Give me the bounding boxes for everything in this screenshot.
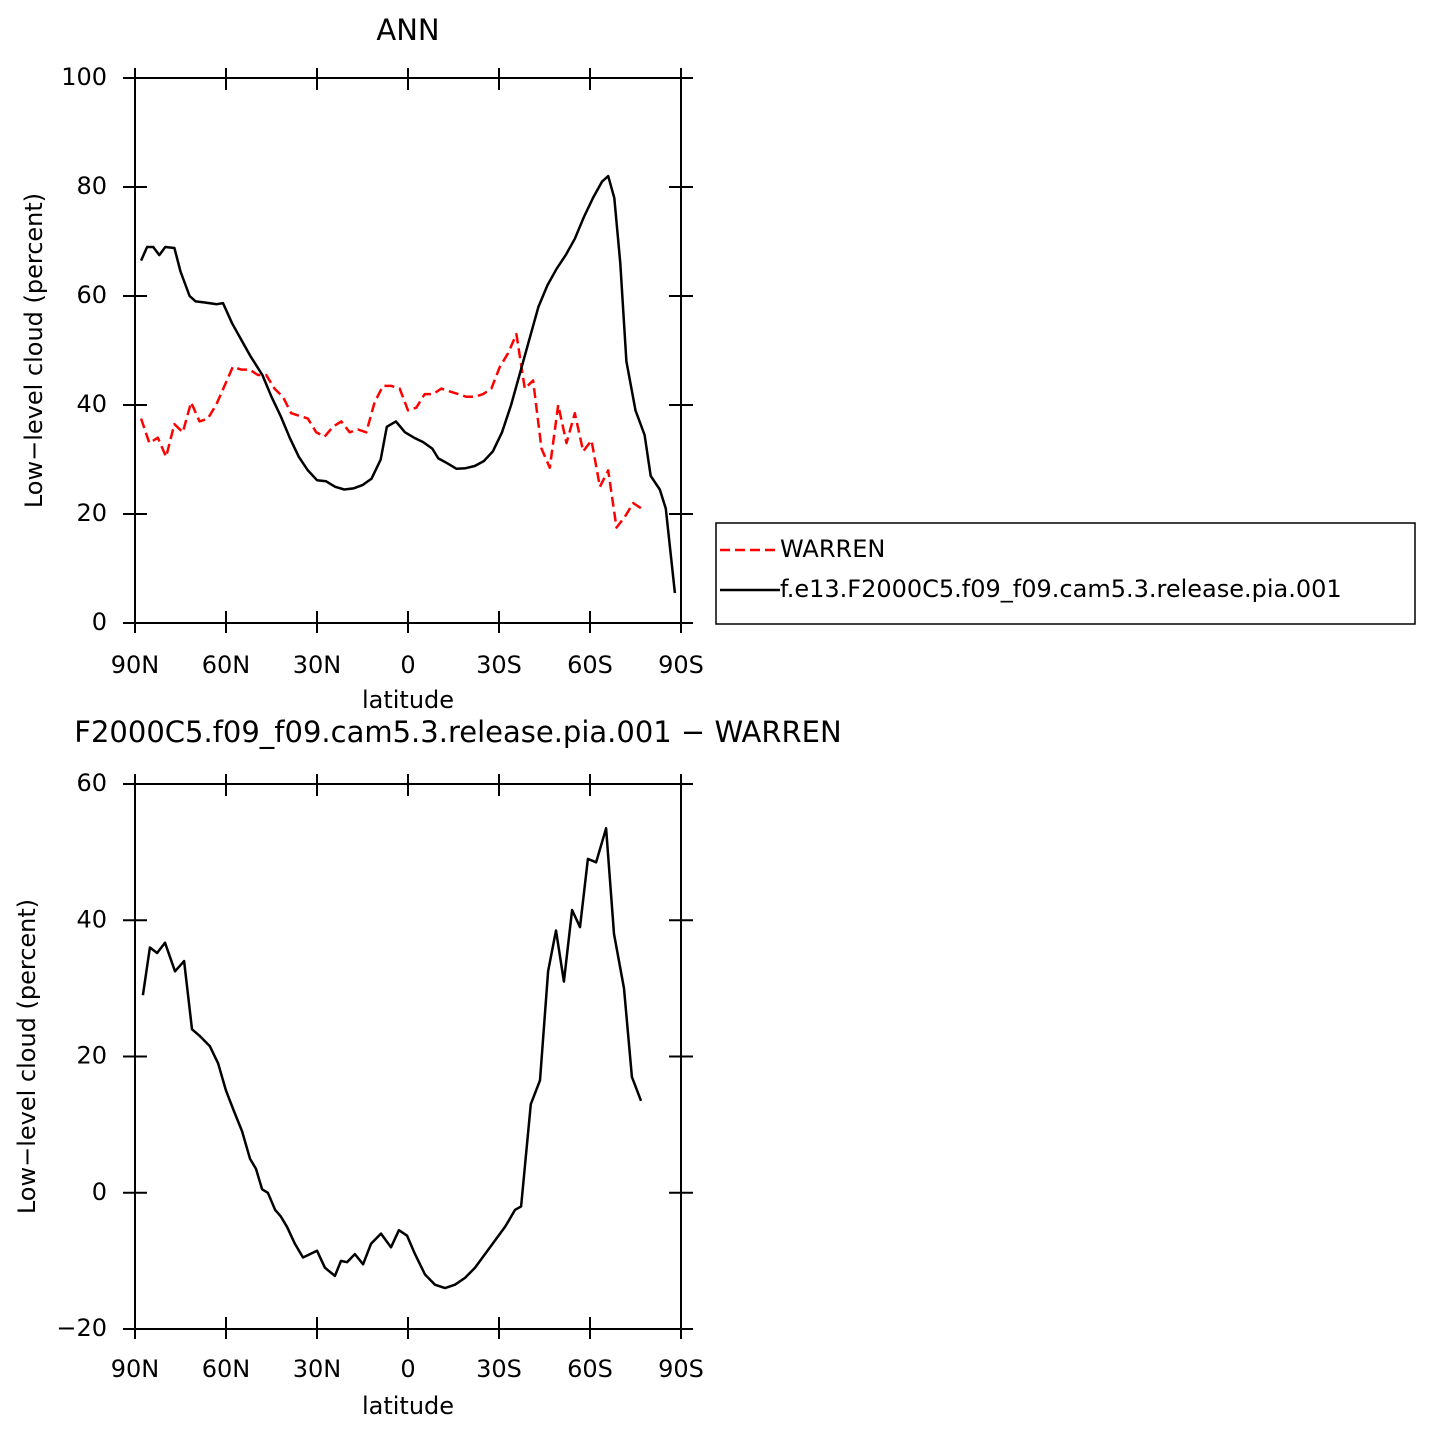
y-tick-label: 0 xyxy=(92,608,107,636)
x-tick-label: 60N xyxy=(202,651,251,679)
legend-label: f.e13.F2000C5.f09_f09.cam5.3.release.pia… xyxy=(780,575,1342,603)
x-tick-label: 90N xyxy=(111,1355,160,1383)
x-tick-label: 30S xyxy=(476,1355,522,1383)
y-tick-label: 20 xyxy=(76,1042,107,1070)
x-tick-label: 30N xyxy=(293,1355,342,1383)
plot-frame xyxy=(134,783,682,1330)
data-line xyxy=(139,332,643,529)
plot-frame xyxy=(134,77,682,624)
y-tick-label: 0 xyxy=(92,1178,107,1206)
y-tick-label: 20 xyxy=(76,499,107,527)
y-tick-label: −20 xyxy=(56,1314,107,1342)
y-tick-label: 40 xyxy=(76,905,107,933)
y-axis-label: Low−level cloud (percent) xyxy=(13,899,41,1214)
x-tick-label: 60N xyxy=(202,1355,251,1383)
x-tick-label: 90N xyxy=(111,651,160,679)
chart-title: ANN xyxy=(376,13,439,47)
x-axis-label: latitude xyxy=(362,1392,454,1420)
x-tick-label: 60S xyxy=(567,651,613,679)
x-tick-label: 60S xyxy=(567,1355,613,1383)
y-tick-label: 60 xyxy=(76,281,107,309)
data-line xyxy=(139,174,677,594)
chart-title: F2000C5.f09_f09.cam5.3.release.pia.001 −… xyxy=(74,715,841,749)
x-tick-label: 90S xyxy=(658,651,704,679)
y-tick-label: 100 xyxy=(61,63,107,91)
x-tick-label: 30N xyxy=(293,651,342,679)
x-tick-label: 30S xyxy=(476,651,522,679)
legend-box xyxy=(715,522,1416,625)
x-tick-label: 90S xyxy=(658,1355,704,1383)
y-axis-label: Low−level cloud (percent) xyxy=(20,193,48,508)
x-tick-label: 0 xyxy=(400,1355,415,1383)
y-tick-label: 60 xyxy=(76,769,107,797)
x-tick-label: 0 xyxy=(400,651,415,679)
y-tick-label: 40 xyxy=(76,390,107,418)
data-line xyxy=(141,827,643,1290)
legend-label: WARREN xyxy=(780,535,885,563)
y-tick-label: 80 xyxy=(76,172,107,200)
x-axis-label: latitude xyxy=(362,686,454,714)
